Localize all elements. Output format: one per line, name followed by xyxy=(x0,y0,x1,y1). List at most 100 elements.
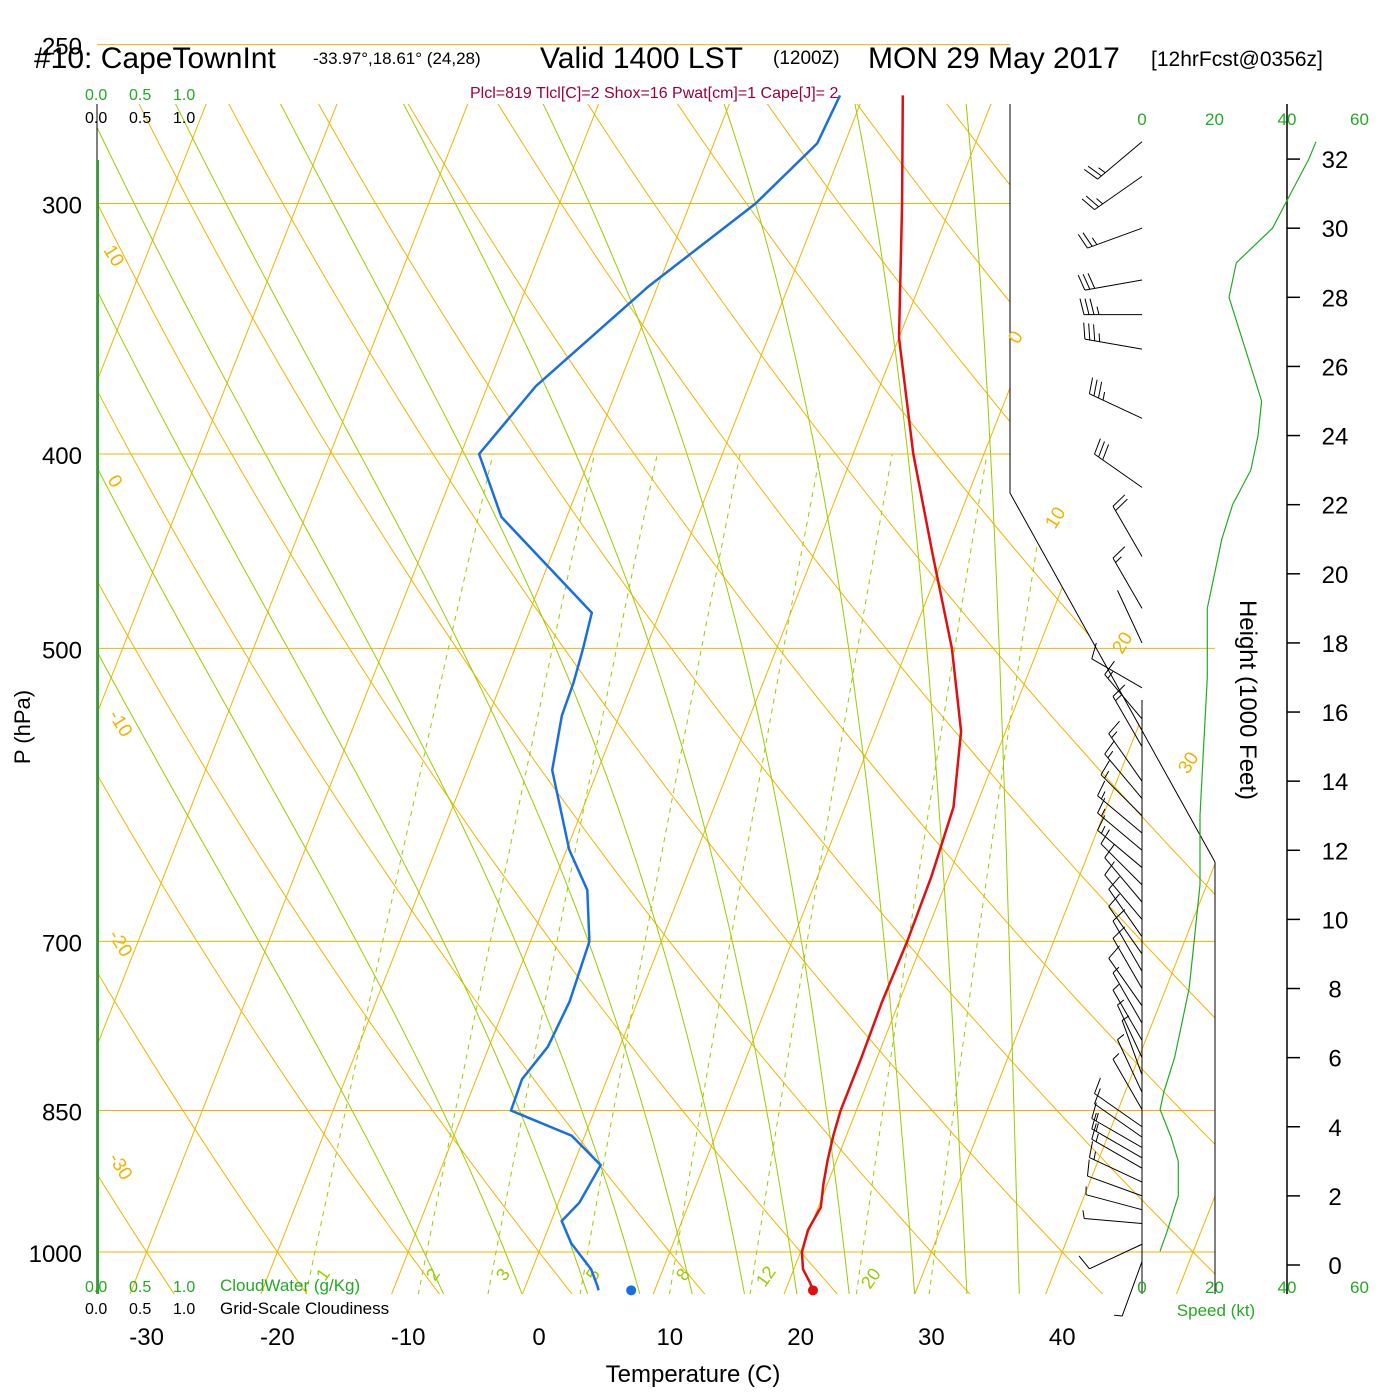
moist-adiabat-line xyxy=(362,104,798,1294)
wind-barb-flag xyxy=(1078,1255,1090,1270)
wind-barb-half-flag xyxy=(1091,237,1098,245)
wind-barb-flag xyxy=(1097,780,1106,796)
cloudiness-label: Grid-Scale Cloudiness xyxy=(220,1299,389,1318)
temperature-tick-label: -20 xyxy=(260,1324,295,1351)
speed-tick-label-bottom: 40 xyxy=(1278,1278,1297,1297)
moist-adiabat-line xyxy=(97,104,445,1294)
speed-axis-label: Speed (kt) xyxy=(1177,1301,1255,1320)
moist-adiabat-line xyxy=(504,104,850,1294)
wind-barb-shaft xyxy=(1104,753,1143,799)
dry-adiabat-line xyxy=(97,104,971,1294)
wind-barb-shaft xyxy=(1112,972,1143,1024)
wind-barb xyxy=(1104,844,1143,903)
temperature-tick-label: 40 xyxy=(1049,1324,1076,1351)
temperature-tick-label: 0 xyxy=(532,1324,545,1351)
wind-barb-half-flag xyxy=(1104,770,1110,779)
moist-adiabat-line xyxy=(240,104,746,1294)
wind-barb xyxy=(1082,1210,1143,1225)
dry-adiabat-line xyxy=(788,104,1215,1294)
wind-barb-shaft xyxy=(1104,857,1143,903)
height-tick-label: 10 xyxy=(1322,907,1349,934)
mixing-ratio-line xyxy=(579,453,741,1294)
wind-barb xyxy=(1078,1243,1143,1270)
wind-barb-shaft xyxy=(1112,989,1143,1041)
mixing-ratio-label: 2 xyxy=(422,1265,444,1285)
wind-barb-flag xyxy=(1104,844,1115,858)
speed-tick-label-bottom: 20 xyxy=(1205,1278,1224,1297)
wind-barb-flag xyxy=(1098,381,1103,399)
wind-barb-shaft xyxy=(1084,1217,1143,1225)
wind-barb-shaft xyxy=(1108,888,1143,937)
isotherm-line xyxy=(391,104,884,1294)
moist-adiabat-label: 12 xyxy=(752,1262,780,1290)
height-tick-label: 32 xyxy=(1322,147,1349,174)
temperature-tick-label: 20 xyxy=(787,1324,814,1351)
speed-tick-label-top: 20 xyxy=(1205,110,1224,129)
wind-barb xyxy=(1097,815,1143,868)
wind-barb xyxy=(1108,876,1143,937)
dry-adiabat-line xyxy=(1136,104,1215,1294)
wind-barb-half-flag xyxy=(1095,1123,1099,1132)
wind-barb-half-flag xyxy=(1095,1112,1099,1122)
wind-barb-shaft xyxy=(1108,958,1143,1007)
wind-barb xyxy=(1094,1088,1143,1138)
isotherm-line xyxy=(97,104,230,1294)
speed-tick-label-top: 40 xyxy=(1278,110,1297,129)
cloud-tick-label: 1.0 xyxy=(173,1301,195,1318)
wind-barb-half-flag xyxy=(1098,333,1101,342)
height-tick-label: 22 xyxy=(1322,493,1349,520)
dry-adiabat-line xyxy=(97,104,573,1294)
pressure-tick-label: 500 xyxy=(42,637,82,664)
wind-barb-flag xyxy=(1091,1112,1097,1130)
wind-barb-shaft xyxy=(1094,1093,1143,1128)
wind-barb-flag xyxy=(1112,494,1126,507)
wind-barb-shaft xyxy=(1089,1157,1143,1183)
cloud-tick-label: 0.5 xyxy=(129,1279,151,1296)
wind-barb-flag xyxy=(1112,909,1126,922)
valid-date: MON 29 May 2017 xyxy=(868,42,1120,75)
dry-adiabat-line xyxy=(179,104,1104,1294)
wind-barb-shaft xyxy=(1097,829,1143,868)
wind-barb-flag xyxy=(1087,273,1096,289)
wind-barb-flag xyxy=(1087,165,1102,177)
isotherm-line xyxy=(1045,104,1215,1294)
wind-barb-shaft xyxy=(1117,590,1143,644)
temperature-tick-label: 10 xyxy=(656,1324,683,1351)
wind-barb xyxy=(1094,1077,1143,1128)
wind-barb-shaft xyxy=(1121,1261,1143,1317)
height-tick-label: 20 xyxy=(1322,562,1349,589)
pressure-tick-label: 400 xyxy=(42,443,82,470)
wind-barb-flag xyxy=(1093,324,1096,341)
temperature-line xyxy=(800,95,963,1291)
wind-barb xyxy=(1094,438,1143,488)
wind-barb xyxy=(1112,684,1143,747)
wind-barb-shaft xyxy=(1121,1020,1143,1076)
wind-barb-flag xyxy=(1081,198,1095,211)
wind-barb-half-flag xyxy=(1102,391,1106,401)
wind-barb-flag xyxy=(1083,322,1086,340)
wind-barb xyxy=(1079,298,1142,316)
valid-time: Valid 1400 LST xyxy=(540,42,743,75)
wind-barb-half-flag xyxy=(1107,671,1114,679)
wind-barb-flag xyxy=(1082,232,1093,247)
mixing-ratio-line xyxy=(855,453,988,1294)
wind-barb xyxy=(1091,642,1143,689)
cloud-tick-label: 1.0 xyxy=(173,1279,195,1296)
wind-barb xyxy=(1112,966,1143,1024)
wind-barb xyxy=(1104,740,1143,799)
wind-barb xyxy=(1112,1053,1143,1110)
moist-adiabat-label: 20 xyxy=(857,1264,885,1292)
wind-barb-half-flag xyxy=(1112,984,1120,991)
wind-barb-half-flag xyxy=(1095,1133,1099,1142)
wind-barb-shaft xyxy=(1112,506,1143,557)
cloud-tick-label: 0.0 xyxy=(85,1301,107,1318)
wind-barb xyxy=(1108,893,1143,955)
wind-barb-half-flag xyxy=(1115,556,1122,563)
wind-barb-shaft xyxy=(1097,812,1143,851)
dry-adiabat-label: 20 xyxy=(1108,629,1137,658)
temperature-tick-label: -10 xyxy=(391,1324,426,1351)
temperature-tick-label: -30 xyxy=(129,1324,164,1351)
dry-adiabat-line xyxy=(97,104,706,1294)
